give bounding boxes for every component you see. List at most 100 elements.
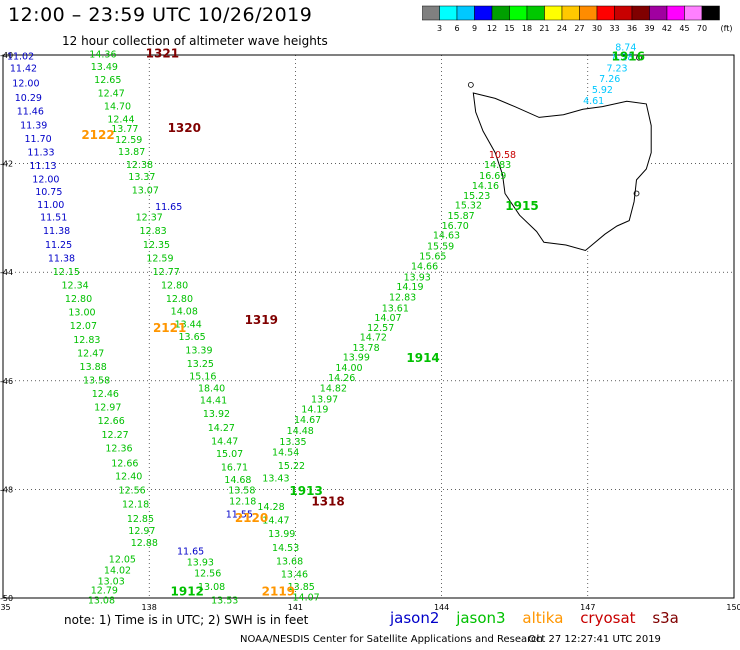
- colorbar-tick-label: 12: [487, 24, 497, 33]
- wave-height-value: 15.22: [278, 461, 305, 472]
- colorbar-tick-label: 9: [472, 24, 477, 33]
- lat-tick-label: -42: [0, 160, 13, 169]
- colorbar-tick-label: 3: [437, 24, 442, 33]
- colorbar-swatch: [491, 5, 510, 21]
- wave-height-value: 12.80: [65, 294, 92, 305]
- colorbar-tick-label: 39: [644, 24, 654, 33]
- wave-height-value: 13.68: [276, 556, 303, 567]
- wave-height-value: 12.83: [73, 335, 100, 346]
- wave-height-value: 14.00: [335, 363, 362, 374]
- wave-height-value: 12.27: [101, 430, 128, 441]
- wave-height-value: 12.46: [92, 389, 119, 400]
- wave-height-value: 14.47: [211, 436, 238, 447]
- wave-height-value: 12.80: [161, 280, 188, 291]
- colorbar-swatch: [509, 5, 528, 21]
- wave-height-value: 12.59: [115, 135, 142, 146]
- colorbar-tick-label: 30: [592, 24, 602, 33]
- wave-height-value: 12.18: [122, 499, 149, 510]
- wave-height-value: 12.79: [91, 586, 118, 597]
- wave-height-value: 12.56: [194, 568, 221, 579]
- wave-height-value: 13.65: [178, 332, 205, 343]
- wave-height-value: 11.65: [177, 547, 204, 558]
- wave-height-value: 13.00: [68, 308, 95, 319]
- wave-height-value: 13.87: [118, 147, 145, 158]
- tasmania-coastline: [472, 92, 652, 252]
- colorbar-tick-label: 42: [662, 24, 672, 33]
- pass-number-label: 1916: [612, 49, 645, 63]
- wave-height-value: 12.15: [53, 267, 80, 278]
- wave-height-value: 12.35: [143, 240, 170, 251]
- pass-number-label: 2119: [262, 584, 295, 598]
- colorbar-swatch: [579, 5, 598, 21]
- wave-height-value: 13.93: [404, 272, 431, 283]
- wave-height-value: 15.16: [189, 372, 216, 383]
- wave-height-value: 14.19: [396, 282, 423, 293]
- wave-height-value: 7.23: [606, 63, 627, 74]
- wave-height-value: 13.97: [311, 395, 338, 406]
- colorbar-tick-label: 6: [454, 24, 459, 33]
- island-outline: [467, 81, 474, 88]
- wave-height-value: 14.68: [224, 475, 251, 486]
- wave-height-value: 12.97: [128, 526, 155, 537]
- pass-number-label: 1914: [406, 351, 439, 365]
- wave-height-value: 14.28: [257, 502, 284, 513]
- lon-tick-label: 150: [726, 603, 740, 612]
- wave-height-value: 13.88: [80, 362, 107, 373]
- wave-height-value: 13.58: [83, 376, 110, 387]
- colorbar-swatch: [439, 5, 458, 21]
- colorbar-swatch: [631, 5, 650, 21]
- wave-height-value: 12.65: [94, 75, 121, 86]
- wave-height-value: 11.39: [20, 120, 47, 131]
- wave-height-value: 14.83: [484, 160, 511, 171]
- wave-height-value: 14.66: [411, 261, 438, 272]
- wave-height-value: 11.25: [45, 240, 72, 251]
- colorbar-tick-label: 70: [697, 24, 707, 33]
- wave-height-value: 12.36: [105, 443, 132, 454]
- wave-height-value: 15.59: [427, 241, 454, 252]
- wave-height-colorbar: 3 6 9 12 15 18 21 24 27 30 33 36 39 42 45 70 (ft): [422, 5, 733, 33]
- wave-height-value: 11.70: [24, 134, 51, 145]
- wave-height-value: 13.46: [281, 569, 308, 580]
- wave-height-value: 12.80: [166, 294, 193, 305]
- wave-height-value: 15.23: [463, 191, 490, 202]
- wave-height-value: 14.67: [294, 415, 321, 426]
- wave-height-value: 5.92: [592, 85, 613, 96]
- colorbar-swatch: [649, 5, 668, 21]
- wave-height-value: 12.66: [111, 459, 138, 470]
- pass-number-label: 2120: [235, 511, 268, 525]
- colorbar-swatch: [596, 5, 615, 21]
- wave-height-value: 12.88: [131, 538, 158, 549]
- wave-height-value: 13.43: [262, 473, 289, 484]
- wave-height-value: 14.63: [433, 231, 460, 242]
- wave-height-value: 13.49: [91, 62, 118, 73]
- legend-cryosat: cryosat: [580, 609, 636, 627]
- wave-height-value: 14.47: [262, 516, 289, 527]
- colorbar-tick-label: 18: [522, 24, 532, 33]
- footer-note: note: 1) Time is in UTC; 2) SWH is in fe…: [64, 613, 309, 627]
- colorbar-tick-label: 36: [627, 24, 637, 33]
- wave-height-value: 15.32: [455, 201, 482, 212]
- colorbar-tick-label: 21: [539, 24, 549, 33]
- wave-height-value: 15.65: [419, 252, 446, 263]
- wave-height-value: 11.33: [27, 147, 54, 158]
- pass-number-label: 1913: [289, 484, 322, 498]
- wave-height-value: 12.47: [98, 88, 125, 99]
- wave-height-value: 14.36: [89, 50, 116, 61]
- colorbar-swatch: [701, 5, 720, 21]
- legend-jason3: jason3: [456, 609, 506, 627]
- wave-height-value: 12.83: [139, 226, 166, 237]
- wave-height-value: 13.92: [203, 409, 230, 420]
- wave-height-value: 11.02: [7, 51, 34, 62]
- wave-height-value: 13.93: [187, 557, 214, 568]
- wave-height-value: 14.82: [320, 384, 347, 395]
- wave-height-value: 12.97: [94, 403, 121, 414]
- footer-timestamp: Oct 27 12:27:41 UTC 2019: [528, 634, 661, 645]
- wave-height-value: 13.07: [132, 185, 159, 196]
- wave-height-value: 12.00: [32, 175, 59, 186]
- wave-height-value: 12.83: [389, 292, 416, 303]
- wave-height-value: 12.34: [62, 280, 89, 291]
- lat-tick-label: -46: [0, 377, 13, 386]
- wave-height-value: 10.58: [489, 150, 516, 161]
- pass-number-label: 1318: [311, 495, 344, 509]
